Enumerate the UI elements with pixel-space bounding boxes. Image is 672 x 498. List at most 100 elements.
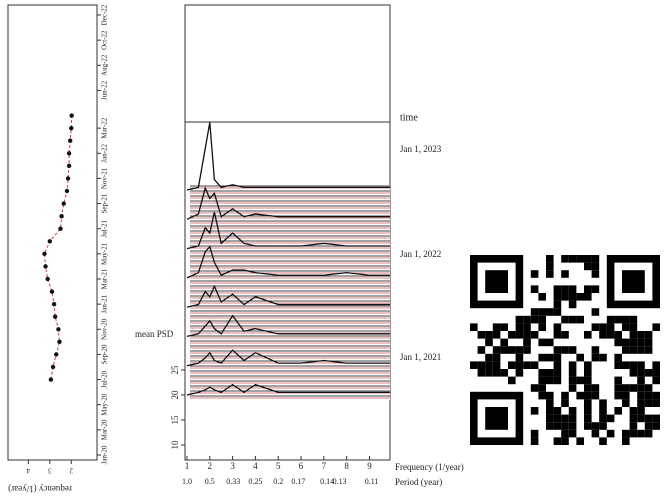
qr-module [546,414,554,423]
time-tick-label: Jan 1, 2022 [400,249,441,259]
qr-module [614,353,622,362]
x-tick-label: Mar-20 [101,419,109,440]
qr-module [553,369,562,377]
psd-trace [186,186,390,220]
point [57,339,62,345]
x-tick-label: Mar-21 [101,268,109,289]
qr-module [576,437,584,445]
qr-module [538,323,546,331]
qr-module [568,369,577,377]
point [45,276,50,282]
qr-module [591,422,600,430]
qr-module [629,331,638,339]
qr-module [629,346,638,354]
qr-module [652,391,660,400]
x-tick-label: Jul-20 [101,370,109,388]
x-tick-label: Dec-22 [101,4,109,25]
qr-module [584,376,592,385]
qr-module [637,391,645,400]
psd-trace [186,245,390,279]
point [61,201,66,206]
qr-module [599,414,607,423]
qr-module [599,407,607,415]
qr-module [546,353,554,362]
point [52,314,58,319]
qr-module [561,414,569,423]
qr-module [606,323,615,331]
x-tick-label: Jul-21 [101,219,109,237]
qr-module [652,376,660,385]
qr-module [530,285,539,293]
qr-finder [485,270,508,293]
x-tick-label: 3 [230,461,235,471]
qr-finder [622,270,645,293]
qr-module [553,331,562,339]
qr-module [599,331,607,339]
qr-module [538,391,546,400]
qr-module [629,338,638,347]
qr-module [629,414,638,423]
qr-module [553,308,562,316]
qr-module [508,346,516,354]
x-tick-label: 8 [344,461,349,471]
qr-module [515,323,524,331]
qr-module [584,399,592,407]
point [51,301,57,307]
qr-module [530,361,539,369]
qr-module [584,361,592,369]
qr-module [599,323,607,331]
qr-module [622,346,630,354]
qr-module [538,338,546,347]
time-tick-label: Jan 1, 2021 [400,352,441,362]
qr-module [477,361,486,369]
x-tick-label: Nov-21 [101,167,109,189]
qr-module [629,407,638,415]
main-y-label: mean PSD [135,329,174,339]
qr-module [629,369,638,377]
qr-module [530,315,539,324]
qr-module [477,331,486,339]
qr-module [591,308,600,316]
qr-module [500,323,508,331]
y-tick-label: 25 [170,365,180,375]
qr-module [485,353,493,362]
qr-module [652,399,660,407]
qr-module [561,422,569,430]
x-tick-label: May-20 [101,393,109,416]
point [49,289,55,294]
qr-module [599,353,607,362]
qr-module [568,361,577,369]
x-tick-label: 2 [208,461,213,471]
x-tick-label: 9 [367,461,372,471]
qr-module [553,293,562,301]
qr-module [553,437,562,445]
qr-module [644,346,653,354]
qr-module [546,262,554,271]
period-tick-label: 0.5 [205,477,215,486]
qr-module [637,407,645,415]
qr-module [637,414,645,423]
qr-module [591,353,600,362]
qr-module [584,262,592,271]
qr-module [485,369,493,377]
period-tick-label: 1.0 [182,477,192,486]
x-tick-label: Jan-20 [101,445,109,464]
qr-module [614,361,622,369]
point [59,213,64,219]
qr-module [644,369,653,377]
qr-module [576,293,584,301]
qr-module [492,323,501,331]
qr-module [622,315,630,324]
qr-module [492,331,501,339]
x-tick-label: May-21 [101,242,109,265]
qr-module [584,293,592,301]
qr-module [553,353,562,362]
point [47,239,53,244]
qr-module [622,437,630,445]
qr-module [629,315,638,324]
qr-module [644,384,653,392]
qr-module [568,285,577,293]
x-tick-label: 4 [253,461,258,471]
qr-module [546,391,554,400]
